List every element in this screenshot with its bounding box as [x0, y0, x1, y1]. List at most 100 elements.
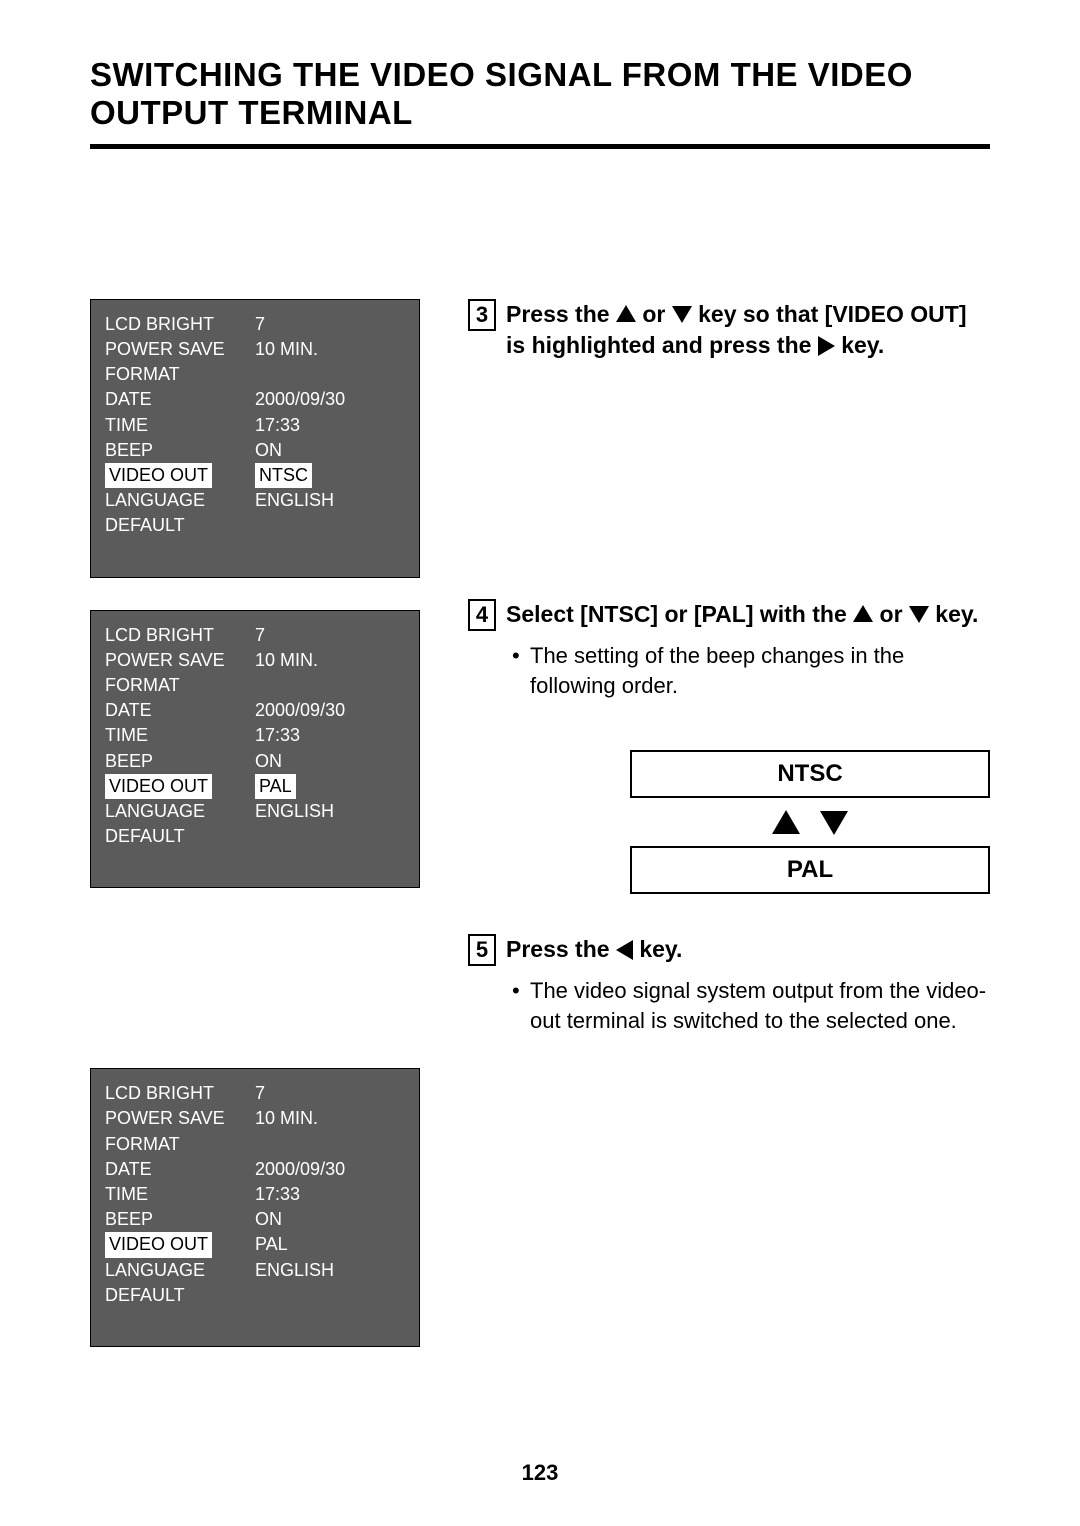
menu-row: TIME17:33: [105, 1182, 405, 1207]
menu-value-highlight: NTSC: [255, 463, 405, 488]
bullet-item: The video signal system output from the …: [512, 976, 990, 1035]
menu-value: 2000/09/30: [255, 387, 405, 412]
up-arrow-icon: [772, 810, 800, 834]
menu-row: VIDEO OUT PAL: [105, 774, 405, 799]
menu-label: LANGUAGE: [105, 1258, 255, 1283]
spacer: [90, 920, 420, 1068]
menu-value: 2000/09/30: [255, 698, 405, 723]
menu-label: POWER SAVE: [105, 337, 255, 362]
step-4: 4 Select [NTSC] or [PAL] with the or key…: [468, 599, 990, 631]
step-text-frag: or: [873, 601, 909, 627]
menu-value: [255, 673, 405, 698]
menu-row: BEEPON: [105, 749, 405, 774]
left-arrow-icon: [616, 940, 633, 960]
menu-row: POWER SAVE10 MIN.: [105, 1106, 405, 1131]
menu-label-text: VIDEO OUT: [105, 774, 212, 799]
step-4-bullets: The setting of the beep changes in the f…: [512, 641, 990, 700]
bullet-item: The setting of the beep changes in the f…: [512, 641, 990, 700]
menu-row: DEFAULT: [105, 824, 405, 849]
menu-value-text: NTSC: [255, 463, 312, 488]
menu-value: [255, 1283, 405, 1308]
step-text: Press the or key so that [VIDEO OUT] is …: [506, 299, 990, 361]
menu-label: DATE: [105, 387, 255, 412]
menu-value: [255, 513, 405, 538]
menu-label: LANGUAGE: [105, 799, 255, 824]
right-column: 3 Press the or key so that [VIDEO OUT] i…: [468, 299, 990, 1379]
menu-label: LCD BRIGHT: [105, 312, 255, 337]
step-text-frag: key.: [835, 332, 884, 358]
menu-row: LCD BRIGHT7: [105, 312, 405, 337]
menu-panel-3: LCD BRIGHT7 POWER SAVE10 MIN. FORMAT DAT…: [90, 1068, 420, 1347]
menu-label: DEFAULT: [105, 1283, 255, 1308]
menu-label-highlight: VIDEO OUT: [105, 463, 255, 488]
down-arrow-icon: [672, 306, 692, 323]
left-column: LCD BRIGHT7 POWER SAVE10 MIN. FORMAT DAT…: [90, 299, 420, 1379]
menu-row: TIME17:33: [105, 723, 405, 748]
menu-value: 7: [255, 623, 405, 648]
menu-label: LCD BRIGHT: [105, 623, 255, 648]
down-arrow-icon: [820, 811, 848, 835]
page: SWITCHING THE VIDEO SIGNAL FROM THE VIDE…: [0, 0, 1080, 1526]
menu-label: BEEP: [105, 749, 255, 774]
menu-label: TIME: [105, 413, 255, 438]
menu-row: LANGUAGEENGLISH: [105, 799, 405, 824]
step-5-bullets: The video signal system output from the …: [512, 976, 990, 1035]
menu-value: [255, 362, 405, 387]
menu-row: DATE2000/09/30: [105, 387, 405, 412]
menu-label: DATE: [105, 698, 255, 723]
menu-label: TIME: [105, 723, 255, 748]
menu-row: BEEPON: [105, 438, 405, 463]
step-3: 3 Press the or key so that [VIDEO OUT] i…: [468, 299, 990, 361]
page-title: SWITCHING THE VIDEO SIGNAL FROM THE VIDE…: [90, 56, 990, 132]
menu-value: ON: [255, 749, 405, 774]
step-text-frag: or: [636, 301, 672, 327]
menu-value: ON: [255, 1207, 405, 1232]
menu-row: BEEPON: [105, 1207, 405, 1232]
signal-diagram: NTSC PAL: [630, 750, 990, 894]
menu-label: LANGUAGE: [105, 488, 255, 513]
menu-value: 7: [255, 312, 405, 337]
menu-label: BEEP: [105, 1207, 255, 1232]
content-columns: LCD BRIGHT7 POWER SAVE10 MIN. FORMAT DAT…: [90, 299, 990, 1379]
step-text: Select [NTSC] or [PAL] with the or key.: [506, 599, 978, 630]
menu-value: ON: [255, 438, 405, 463]
step-number: 4: [468, 599, 496, 631]
menu-value: ENGLISH: [255, 799, 405, 824]
menu-value: 7: [255, 1081, 405, 1106]
menu-panel-2: LCD BRIGHT7 POWER SAVE10 MIN. FORMAT DAT…: [90, 610, 420, 889]
menu-row: LCD BRIGHT7: [105, 1081, 405, 1106]
menu-row: FORMAT: [105, 362, 405, 387]
menu-value: [255, 824, 405, 849]
menu-row: DATE2000/09/30: [105, 698, 405, 723]
menu-value: 17:33: [255, 413, 405, 438]
signal-box-pal: PAL: [630, 846, 990, 894]
step-3-section: 3 Press the or key so that [VIDEO OUT] i…: [468, 299, 990, 559]
menu-label: BEEP: [105, 438, 255, 463]
menu-row: DATE2000/09/30: [105, 1157, 405, 1182]
menu-label: FORMAT: [105, 362, 255, 387]
step-number: 3: [468, 299, 496, 331]
menu-value: ENGLISH: [255, 488, 405, 513]
step-text-frag: Select [NTSC] or [PAL] with the: [506, 601, 853, 627]
step-number: 5: [468, 934, 496, 966]
menu-value: 10 MIN.: [255, 337, 405, 362]
up-arrow-icon: [853, 605, 873, 622]
menu-row: VIDEO OUTPAL: [105, 1232, 405, 1257]
menu-label: DATE: [105, 1157, 255, 1182]
right-arrow-icon: [818, 336, 835, 356]
menu-value-text: PAL: [255, 774, 296, 799]
down-arrow-icon: [909, 606, 929, 623]
menu-value: ENGLISH: [255, 1258, 405, 1283]
menu-row: LANGUAGEENGLISH: [105, 488, 405, 513]
signal-arrows: [630, 798, 990, 846]
menu-label-highlight: VIDEO OUT: [105, 1232, 255, 1257]
menu-label-text: VIDEO OUT: [105, 1232, 212, 1257]
menu-row: FORMAT: [105, 673, 405, 698]
menu-value: 2000/09/30: [255, 1157, 405, 1182]
menu-row: TIME17:33: [105, 413, 405, 438]
menu-label: FORMAT: [105, 673, 255, 698]
step-text-frag: Press the: [506, 936, 616, 962]
menu-label: FORMAT: [105, 1132, 255, 1157]
menu-label-text: VIDEO OUT: [105, 463, 212, 488]
menu-label: DEFAULT: [105, 513, 255, 538]
